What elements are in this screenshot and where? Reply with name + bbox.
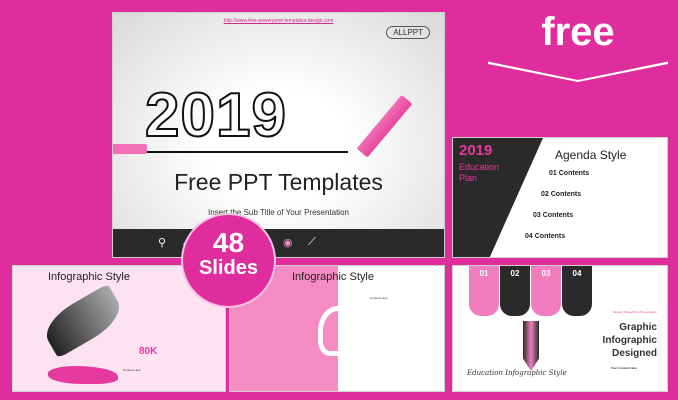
infographic-slide-3: 01 02 03 04 Modern PowerPoint Presentati…	[452, 265, 668, 392]
content-label: Content Here	[370, 296, 388, 300]
main-slide-preview: http://www.free-powerpoint-templates-des…	[112, 12, 445, 258]
agenda-item: 01 Contents	[549, 170, 590, 177]
script-caption: Education Infographic Style	[467, 369, 567, 377]
free-badge-label: free	[541, 10, 615, 54]
pen-icon: ⟋	[308, 236, 316, 248]
website-url[interactable]: http://www.free-powerpoint-templates-des…	[223, 18, 334, 24]
infographic-slide-2: Infographic Style Content Here	[229, 265, 445, 392]
column-02: 02	[500, 266, 530, 316]
feather-quill-icon	[38, 283, 128, 359]
column-01: 01	[469, 266, 499, 316]
pencil-line	[113, 151, 348, 153]
content-label: Content Here	[123, 368, 141, 372]
infographic-title: Infographic Style	[292, 271, 374, 283]
slide-count: 48	[212, 227, 245, 258]
free-badge: free	[488, 0, 668, 80]
year-outline: 2019	[144, 81, 287, 150]
column-03: 03	[531, 266, 561, 316]
stat-value: 80K	[139, 346, 158, 357]
agenda-item: 03 Contents	[533, 212, 574, 219]
agenda-slide-preview: 2019 Education Plan Agenda Style 01 Cont…	[452, 137, 668, 258]
ink-blot	[48, 366, 118, 384]
magnifier-icon: ⚲	[158, 237, 167, 249]
graphic-title: Graphic Infographic Designed	[602, 322, 657, 359]
slide-subtitle: Insert the Sub Title of Your Presentatio…	[208, 208, 349, 217]
slide-count-badge: 48 Slides	[181, 213, 276, 308]
lightbulb-icon	[318, 306, 358, 356]
column-04: 04	[562, 266, 592, 316]
agenda-item: 02 Contents	[541, 191, 582, 198]
pink-pencil-icon	[356, 94, 413, 158]
agenda-item: 04 Contents	[525, 233, 566, 240]
slide-title: Free PPT Templates	[174, 169, 383, 195]
infographic-title: Infographic Style	[48, 271, 130, 283]
content-title: Your Content Here	[610, 366, 637, 370]
agenda-year: 2019	[459, 142, 493, 159]
tagline: Modern PowerPoint Presentation	[612, 310, 657, 314]
icon-bar: ⚲ ▰ ◉ ⟋	[113, 229, 444, 257]
slide-count-label: Slides	[199, 257, 258, 279]
pencil-icon	[523, 321, 539, 371]
agenda-title: Agenda Style	[555, 148, 627, 162]
pencil-icon	[113, 144, 147, 154]
allppt-logo: ALLPPT	[386, 26, 430, 39]
agenda-heading: Education Plan	[459, 162, 500, 183]
globe-icon: ◉	[283, 237, 293, 249]
